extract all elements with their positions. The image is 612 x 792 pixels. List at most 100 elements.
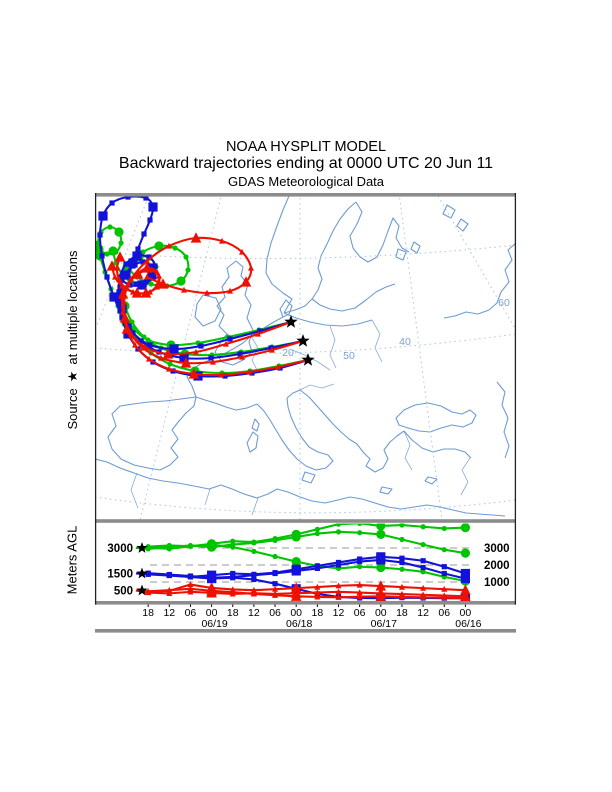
- height-marker-blue-1500m-src1: [399, 555, 405, 561]
- height-marker-red-500m-src3: [398, 593, 405, 600]
- height-marker-red-500m-src3: [335, 594, 342, 600]
- height-panel-series: [135, 523, 471, 601]
- height-marker-red-500m-src3: [290, 590, 302, 601]
- trajectory-marker-blue-3: [148, 263, 154, 269]
- trajectory-marker-blue-3: [119, 315, 125, 321]
- coastline: [279, 299, 293, 318]
- height-marker-red-500m-src3: [229, 588, 236, 595]
- x-tick-label: 06: [269, 607, 281, 619]
- height-start-star: [136, 584, 148, 596]
- height-marker-blue-1500m-src2: [335, 562, 342, 568]
- height-right-label: 1000: [484, 577, 510, 589]
- trajectory-marker-blue-1: [198, 343, 204, 349]
- coastline: [107, 396, 197, 471]
- trajectory-marker-blue-1: [147, 342, 153, 348]
- coastline: [256, 397, 334, 471]
- trajectory-marker-red-2: [180, 357, 192, 368]
- height-marker-blue-1500m-src3: [207, 574, 217, 584]
- x-tick-label: 00: [375, 607, 387, 619]
- height-marker-blue-1500m-src3: [166, 572, 172, 578]
- trajectory-marker-red-1: [240, 276, 252, 287]
- height-marker-blue-1500m-src3: [187, 574, 194, 580]
- trajectory-marker-red-3: [106, 260, 118, 271]
- trajectory-marker-blue-1: [135, 246, 141, 252]
- trajectory-marker-green-3: [167, 361, 173, 367]
- height-marker-red-500m-src2: [187, 588, 194, 595]
- country-border: [329, 325, 337, 369]
- trajectory-marker-green-3: [113, 249, 119, 255]
- coastline: [379, 486, 393, 495]
- country-border: [299, 383, 335, 391]
- trajectory-marker-red-1: [255, 330, 261, 337]
- coastline: [195, 396, 258, 411]
- trajectory-marker-red-1: [248, 264, 254, 271]
- trajectory-marker-blue-1: [147, 217, 153, 223]
- height-marker-red-500m-src3: [460, 592, 470, 601]
- height-marker-blue-1500m-src2: [420, 564, 426, 571]
- height-marker-blue-1500m-src1: [441, 564, 447, 570]
- trajectory-marker-blue-1: [227, 336, 233, 342]
- country-border: [130, 472, 139, 509]
- coastline: [194, 294, 222, 327]
- coastline: [286, 389, 301, 399]
- height-left-label: 3000: [107, 543, 133, 555]
- trajectory-marker-blue-2: [268, 345, 274, 351]
- trajectory-marker-red-1: [162, 348, 174, 359]
- country-border: [403, 430, 413, 471]
- trajectory-marker-red-3: [147, 266, 153, 273]
- trajectory-marker-red-1: [166, 242, 172, 249]
- trajectory-marker-red-1: [219, 237, 225, 244]
- height-marker-red-500m-src1: [272, 585, 279, 592]
- trajectory-marker-blue-1: [143, 196, 149, 201]
- height-marker-green-3000m-src2: [399, 536, 405, 543]
- x-tick-label: 18: [227, 607, 239, 619]
- height-marker-red-500m-src3: [356, 593, 363, 600]
- height-marker-red-500m-src2: [166, 590, 173, 596]
- height-marker-red-500m-src3: [166, 586, 173, 593]
- height-marker-green-3000m-src1: [399, 523, 405, 528]
- trajectory-marker-red-3: [154, 283, 160, 290]
- graticule-label: 60: [498, 297, 510, 309]
- trajectory-marker-red-3: [119, 282, 125, 289]
- height-marker-red-500m-src1: [356, 581, 363, 588]
- panel-frame: [94, 193, 517, 633]
- height-marker-green-3000m-src3: [166, 546, 172, 552]
- trajectory-marker-blue-1: [169, 344, 179, 354]
- plot-title-data-source: GDAS Meteorological Data: [227, 174, 385, 189]
- trajectory-marker-blue-3: [140, 259, 146, 265]
- trajectory-marker-red-1: [223, 340, 229, 347]
- frame-bar: [95, 601, 516, 605]
- trajectory-marker-red-3: [156, 272, 162, 279]
- coastline: [95, 458, 506, 517]
- frame-bar: [95, 193, 516, 197]
- trajectory-marker-red-3: [218, 371, 224, 378]
- height-marker-red-500m-src3: [187, 585, 194, 592]
- x-date-label: 06/16: [455, 618, 481, 630]
- trajectory-marker-blue-3: [193, 371, 203, 381]
- trajectory-marker-blue-1: [109, 292, 119, 302]
- height-marker-red-500m-src3: [145, 588, 152, 594]
- coastline: [410, 241, 421, 254]
- trajectory-marker-red-3: [132, 268, 144, 279]
- height-marker-red-500m-src1: [420, 584, 427, 591]
- height-marker-blue-1500m-src2: [272, 570, 278, 577]
- height-marker-blue-1500m-src2: [399, 559, 405, 566]
- trajectory-marker-red-2: [119, 312, 131, 323]
- coastline: [395, 248, 407, 261]
- height-marker-green-3000m-src2: [272, 537, 278, 543]
- height-marker-red-500m-src1: [460, 584, 471, 595]
- source-star-marker: [301, 353, 315, 366]
- trajectory-marker-red-3: [275, 363, 281, 370]
- trajectory-marker-green-1: [148, 281, 154, 287]
- height-marker-green-3000m-src3: [420, 569, 426, 575]
- graticule-label: 40: [399, 336, 411, 348]
- trajectory-marker-blue-3: [222, 373, 228, 379]
- trajectory-marker-red-3: [121, 323, 133, 334]
- trajectory-marker-green-1: [176, 276, 186, 286]
- x-tick-label: 12: [417, 607, 429, 619]
- trajectory-marker-red-2: [158, 354, 164, 361]
- x-tick-label: 00: [460, 607, 472, 619]
- height-marker-green-3000m-src2: [357, 530, 363, 536]
- frame-bar: [95, 519, 516, 523]
